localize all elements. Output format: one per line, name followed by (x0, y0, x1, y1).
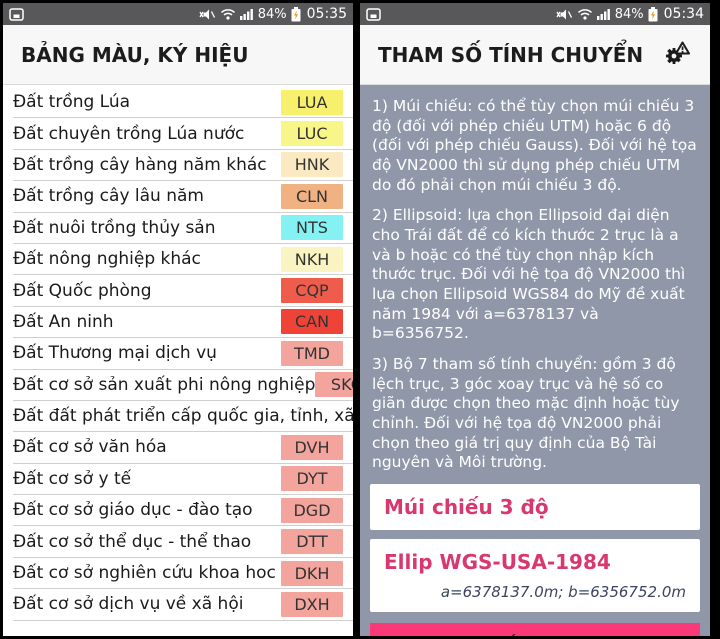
projection-zone-value: Múi chiếu 3 độ (384, 495, 549, 520)
ellipsoid-selector[interactable]: Ellip WGS-USA-1984 a=6378137.0m; b=63567… (370, 539, 700, 613)
table-row: Đất Thương mại dịch vụ TMD (13, 338, 353, 370)
land-type-label: Đất trồng Lúa (13, 92, 131, 113)
legend-title: BẢNG MÀU, KÝ HIỆU (21, 42, 249, 67)
land-type-label: Đất An ninh (13, 311, 114, 332)
land-type-label: Đất Quốc phòng (13, 280, 152, 301)
table-row: Đất Quốc phòng CQP (13, 275, 353, 307)
color-code-chip: DXH (281, 591, 343, 617)
battery-percent: 84% (614, 6, 644, 22)
color-code-chip: CLN (281, 183, 343, 209)
color-code-chip: DGD (281, 497, 343, 523)
land-type-label: Đất nuôi trồng thủy sản (13, 217, 216, 238)
land-type-label: Đất trồng cây lâu năm (13, 186, 204, 207)
land-type-label: Đất cơ sở giáo dục - đào tạo (13, 500, 253, 521)
vibrate-icon (199, 8, 216, 21)
table-row: Đất trồng Lúa LUA (13, 87, 353, 119)
land-type-label: Đất cơ sở nghiên cứu khoa hoc (13, 563, 276, 584)
wifi-icon (220, 8, 236, 20)
page-title-right: THAM SỐ TÍNH CHUYỂN (360, 25, 710, 85)
land-type-label: Đất đất phát triển cấp quốc gia, tỉnh, x… (13, 406, 353, 427)
table-row: Đất cơ sở y tế DYT (13, 464, 353, 496)
ellipsoid-value: Ellip WGS-USA-1984 (384, 550, 611, 575)
wifi-icon (577, 8, 593, 20)
color-code-chip: CQP (281, 278, 343, 304)
vibrate-icon (556, 8, 573, 21)
land-type-label: Đất cơ sở y tế (13, 468, 132, 489)
land-type-label: Đất cơ sở sản xuất phi nông nghiệp (13, 374, 316, 395)
land-type-list[interactable]: Đất trồng Lúa LUA Đất chuyên trồng Lúa n… (3, 85, 353, 636)
color-code-chip: DYT (281, 466, 343, 492)
status-bar-right: 84% 05:34 (360, 3, 710, 25)
screenshot-icon (9, 7, 24, 21)
status-bar-left: 84% 05:35 (3, 3, 353, 25)
battery-charging-icon (648, 6, 658, 22)
land-type-label: Đất chuyên trồng Lúa nước (13, 123, 245, 144)
table-row: Đất cơ sở nghiên cứu khoa hoc DKH (13, 558, 353, 590)
land-type-label: Đất cơ sở dịch vụ về xã hội (13, 594, 244, 615)
projection-zone-selector[interactable]: Múi chiếu 3 độ (370, 484, 700, 531)
signal-icon (239, 8, 254, 20)
color-legend-screen: 84% 05:35 BẢNG MÀU, KÝ HIỆU Đất trồng Lú… (3, 3, 353, 636)
table-row: Đất trồng cây lâu năm CLN (13, 181, 353, 213)
table-row: Đất cơ sở thể dục - thể thao DTT (13, 526, 353, 558)
battery-charging-icon (291, 6, 301, 22)
color-code-chip: LUA (281, 89, 343, 115)
land-type-label: Đất cơ sở văn hóa (13, 437, 167, 458)
color-code-chip: LUC (281, 121, 343, 147)
clock-time: 05:34 (663, 6, 704, 22)
color-code-chip: TMD (281, 340, 343, 366)
land-type-label: Đất Thương mại dịch vụ (13, 343, 217, 364)
transform-warning-icon (663, 39, 691, 70)
info-paragraph: 1) Múi chiếu: có thể tùy chọn múi chiếu … (372, 97, 697, 194)
table-row: Đất cơ sở văn hóa DVH (13, 432, 353, 464)
table-row: Đất cơ sở giáo dục - đào tạo DGD (13, 495, 353, 527)
table-row: Đất cơ sở dịch vụ về xã hội DXH (13, 589, 353, 621)
color-code-chip: HNK (281, 152, 343, 178)
battery-percent: 84% (257, 6, 287, 22)
ellipsoid-axes-detail: a=6378137.0m; b=6356752.0m (440, 583, 686, 602)
signal-icon (596, 8, 611, 20)
table-row: Đất nuôi trồng thủy sản NTS (13, 213, 353, 244)
land-type-label: Đất trồng cây hàng năm khác (13, 154, 267, 175)
page-title-left: BẢNG MÀU, KÝ HIỆU (3, 25, 353, 85)
color-code-chip: DVH (281, 434, 343, 460)
params-content: 1) Múi chiếu: có thể tùy chọn múi chiếu … (360, 85, 710, 636)
params-title: THAM SỐ TÍNH CHUYỂN (378, 42, 644, 67)
table-row: Đất nông nghiệp khác NKH (13, 244, 353, 276)
table-row: Đất chuyên trồng Lúa nước LUC (13, 118, 353, 150)
transform-params-screen: 84% 05:34 THAM SỐ TÍNH CHUYỂN (360, 3, 710, 636)
table-row: Đất trồng cây hàng năm khác HNK (13, 150, 353, 182)
color-code-chip: SKC (315, 372, 353, 398)
color-code-chip: DKH (281, 560, 343, 586)
land-type-label: Đất nông nghiệp khác (13, 249, 201, 270)
info-paragraph: 2) Ellipsoid: lựa chọn Ellipsoid đại diệ… (372, 206, 686, 343)
land-type-label: Đất cơ sở thể dục - thể thao (13, 531, 252, 552)
transform-settings-button[interactable] (658, 36, 696, 74)
clock-time: 05:35 (306, 6, 347, 22)
color-code-chip: CAN (281, 309, 343, 335)
color-code-chip: NKH (281, 246, 343, 272)
accept-button[interactable]: CHẤP NHẬN (370, 623, 700, 636)
table-row: Đất An ninh CAN (13, 307, 353, 339)
info-paragraph: 3) Bộ 7 tham số tính chuyển: gồm 3 độ lệ… (372, 355, 680, 472)
table-row: Đất cơ sở sản xuất phi nông nghiệp SKC (13, 370, 353, 401)
table-row: Đất đất phát triển cấp quốc gia, tỉnh, x… (13, 401, 353, 433)
color-code-chip: DTT (281, 529, 343, 555)
color-code-chip: NTS (281, 215, 343, 241)
screenshot-icon (366, 7, 381, 21)
